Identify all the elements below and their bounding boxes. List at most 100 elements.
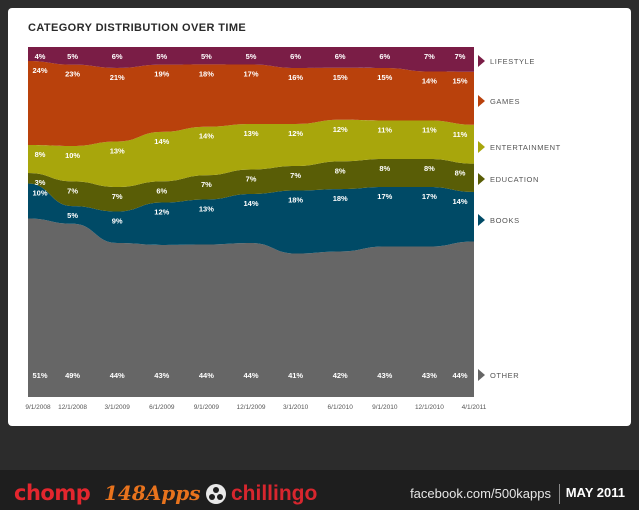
- data-label-games: 23%: [65, 70, 80, 79]
- data-label-books: 18%: [288, 196, 303, 205]
- data-label-other: 43%: [422, 371, 437, 380]
- chillingo-logo-text: chillingo: [231, 482, 318, 505]
- data-label-books: 14%: [243, 199, 258, 208]
- data-label-entertainment: 12%: [333, 125, 348, 134]
- data-label-education: 7%: [290, 171, 301, 180]
- data-label-lifestyle: 4%: [35, 52, 46, 61]
- data-label-games: 18%: [199, 69, 214, 78]
- data-label-other: 43%: [377, 371, 392, 380]
- data-label-entertainment: 10%: [65, 151, 80, 160]
- facebook-link[interactable]: facebook.com/500kapps: [410, 486, 551, 501]
- legend-label-education: EDUCATION: [490, 175, 539, 184]
- data-label-lifestyle: 6%: [335, 52, 346, 61]
- data-label-lifestyle: 5%: [246, 52, 257, 61]
- data-label-education: 8%: [379, 164, 390, 173]
- data-label-entertainment: 13%: [110, 147, 125, 156]
- legend-label-games: GAMES: [490, 97, 520, 106]
- data-label-lifestyle: 5%: [67, 52, 78, 61]
- data-label-education: 3%: [35, 178, 46, 187]
- x-tick-label: 9/1/2009: [194, 404, 220, 411]
- legend-marker-games: [478, 95, 485, 107]
- data-label-books: 10%: [32, 189, 47, 198]
- legend-label-other: OTHER: [490, 371, 519, 380]
- data-label-other: 49%: [65, 371, 80, 380]
- chillingo-icon: [206, 484, 226, 504]
- data-label-other: 44%: [452, 371, 467, 380]
- data-label-lifestyle: 5%: [201, 52, 212, 61]
- x-tick-label: 9/1/2010: [372, 404, 398, 411]
- area-games: [28, 61, 474, 146]
- data-label-games: 24%: [32, 66, 47, 75]
- area-books: [28, 183, 474, 254]
- data-label-books: 17%: [422, 192, 437, 201]
- data-label-education: 6%: [156, 186, 167, 195]
- data-label-lifestyle: 6%: [112, 52, 123, 61]
- area-entertainment: [28, 119, 474, 187]
- x-tick-label: 12/1/2009: [237, 404, 266, 411]
- legend-marker-entertainment: [478, 141, 485, 153]
- data-label-lifestyle: 6%: [290, 52, 301, 61]
- data-label-books: 5%: [67, 211, 78, 220]
- x-tick-label: 12/1/2010: [415, 404, 444, 411]
- x-tick-label: 4/1/2011: [462, 404, 487, 411]
- data-label-games: 16%: [288, 73, 303, 82]
- data-label-games: 19%: [154, 70, 169, 79]
- data-label-other: 42%: [333, 371, 348, 380]
- data-label-education: 7%: [201, 180, 212, 189]
- chillingo-brand: chillingo: [206, 482, 317, 506]
- footer-bar: chomp 148Apps chillingo facebook.com/500…: [0, 470, 639, 510]
- area-other: [28, 218, 474, 397]
- 148apps-logo: 148Apps: [104, 481, 201, 505]
- data-label-entertainment: 12%: [288, 129, 303, 138]
- x-tick-label: 6/1/2009: [149, 404, 175, 411]
- data-label-books: 9%: [112, 217, 123, 226]
- stacked-area-chart: 51% 49% 44% 43% 44% 44% 41% 42% 43% 43% 44% 10% 5% 9%…: [25, 47, 561, 411]
- data-label-education: 7%: [246, 175, 257, 184]
- legend-label-lifestyle: LIFESTYLE: [490, 57, 535, 66]
- data-label-games: 15%: [377, 73, 392, 82]
- data-label-entertainment: 8%: [35, 150, 46, 159]
- footer-divider: [559, 484, 560, 504]
- data-label-entertainment: 11%: [422, 126, 437, 135]
- data-label-lifestyle: 7%: [455, 52, 466, 61]
- data-label-other: 51%: [32, 371, 47, 380]
- legend-label-entertainment: ENTERTAINMENT: [490, 143, 561, 152]
- legend-marker-lifestyle: [478, 55, 485, 67]
- data-label-games: 15%: [452, 77, 467, 86]
- data-label-other: 44%: [243, 371, 258, 380]
- x-tick-label: 12/1/2008: [58, 404, 87, 411]
- data-label-lifestyle: 5%: [156, 52, 167, 61]
- data-label-other: 41%: [288, 371, 303, 380]
- data-label-entertainment: 14%: [199, 132, 214, 141]
- chomp-logo: chomp: [14, 481, 91, 505]
- x-tick-label: 9/1/2008: [25, 404, 51, 411]
- x-tick-label: 3/1/2009: [105, 404, 131, 411]
- data-label-books: 12%: [154, 208, 169, 217]
- data-label-games: 21%: [110, 73, 125, 82]
- data-label-entertainment: 14%: [154, 137, 169, 146]
- legend-marker-education: [478, 173, 485, 185]
- data-label-lifestyle: 6%: [379, 52, 390, 61]
- legend-marker-books: [478, 214, 485, 226]
- data-label-books: 13%: [199, 204, 214, 213]
- data-label-other: 43%: [154, 371, 169, 380]
- chart-title: CATEGORY DISTRIBUTION OVER TIME: [28, 22, 247, 34]
- report-date: MAY 2011: [565, 485, 625, 500]
- data-label-games: 14%: [422, 77, 437, 86]
- legend-marker-other: [478, 369, 485, 381]
- data-label-other: 44%: [110, 371, 125, 380]
- data-label-education: 7%: [112, 192, 123, 201]
- data-label-books: 17%: [377, 192, 392, 201]
- x-tick-label: 6/1/2010: [328, 404, 354, 411]
- data-label-games: 15%: [333, 73, 348, 82]
- data-label-entertainment: 11%: [453, 130, 468, 139]
- data-label-education: 8%: [335, 166, 346, 175]
- data-label-entertainment: 13%: [243, 129, 258, 138]
- data-label-entertainment: 11%: [377, 126, 392, 135]
- x-tick-label: 3/1/2010: [283, 404, 309, 411]
- area-education: [28, 159, 474, 212]
- data-label-education: 8%: [424, 164, 435, 173]
- area-lifestyle: [28, 47, 474, 72]
- data-label-other: 44%: [199, 371, 214, 380]
- data-label-lifestyle: 7%: [424, 52, 435, 61]
